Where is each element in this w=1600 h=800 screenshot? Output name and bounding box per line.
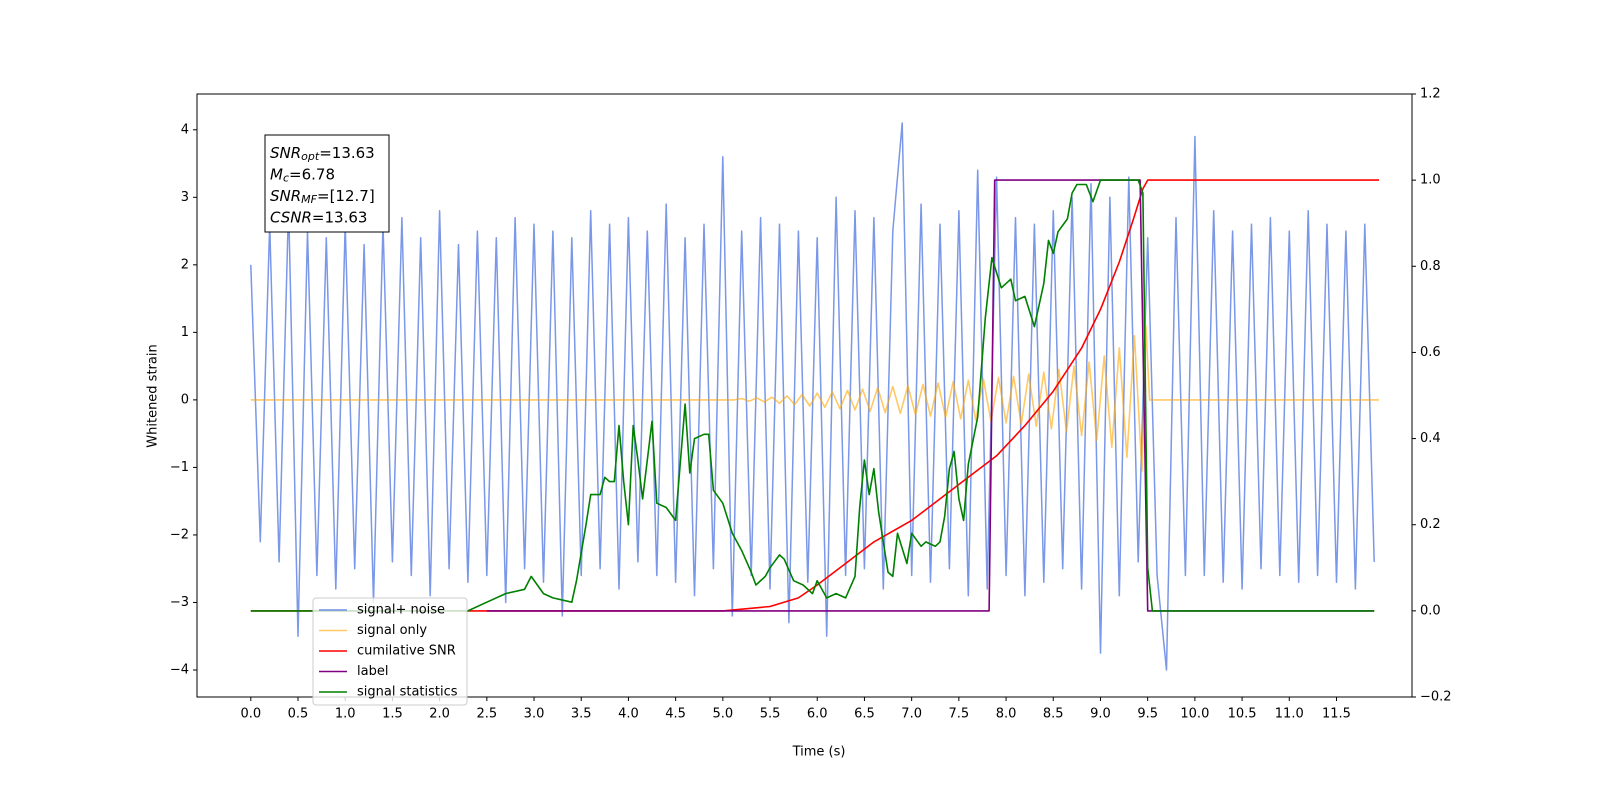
y2-tick-label: 0.4 — [1420, 431, 1441, 446]
x-tick-label: 10.0 — [1180, 707, 1209, 722]
x-tick-label: 5.0 — [712, 707, 733, 722]
y2-tick-label: 0.2 — [1420, 517, 1441, 532]
x-tick-label: 9.0 — [1090, 707, 1111, 722]
y-tick-label: 0 — [181, 392, 189, 407]
series-line — [250, 324, 1379, 472]
annotation-symbol: SNR — [270, 187, 301, 205]
annotation-symbol: M — [270, 165, 283, 183]
x-tick-label: 2.5 — [476, 707, 497, 722]
y2-tick-label: 1.2 — [1420, 87, 1441, 102]
y-tick-label: −4 — [170, 662, 189, 677]
legend-label: label — [357, 664, 388, 679]
x-axis-label: Time (s) — [792, 745, 846, 760]
x-tick-label: 9.5 — [1137, 707, 1158, 722]
x-tick-label: 4.5 — [665, 707, 686, 722]
x-tick-label: 6.0 — [807, 707, 828, 722]
x-tick-label: 0.0 — [240, 707, 261, 722]
x-tick-label: 5.5 — [760, 707, 781, 722]
x-tick-label: 4.0 — [618, 707, 639, 722]
series-line — [250, 179, 1375, 612]
y-tick-label: −1 — [170, 460, 189, 475]
x-tick-label: 3.5 — [571, 707, 592, 722]
x-tick-label: 2.0 — [429, 707, 450, 722]
x-tick-label: 10.5 — [1228, 707, 1257, 722]
y-tick-label: 3 — [181, 190, 189, 205]
x-tick-label: 1.5 — [382, 707, 403, 722]
axes-frame — [196, 93, 1413, 698]
annotation-line: SNRMF=[12.7] — [270, 187, 375, 207]
y2-tick-label: 1.0 — [1420, 173, 1441, 188]
x-tick-label: 11.5 — [1322, 707, 1351, 722]
annotation-value: =13.63 — [312, 208, 368, 226]
y-tick-label: 4 — [181, 122, 189, 137]
y-tick-label: 1 — [181, 325, 189, 340]
annotation-value: =[12.7] — [317, 187, 375, 205]
legend-label: signal+ noise — [357, 603, 445, 618]
y2-tick-label: 0.8 — [1420, 259, 1441, 274]
y-tick-label: 2 — [181, 257, 189, 272]
annotation-value: =13.63 — [319, 144, 375, 162]
x-tick-label: 1.0 — [335, 707, 356, 722]
x-tick-label: 7.0 — [901, 707, 922, 722]
annotation-subscript: MF — [301, 193, 317, 206]
x-tick-label: 8.5 — [1043, 707, 1064, 722]
y2-tick-label: −0.2 — [1420, 690, 1452, 705]
legend-label: signal only — [357, 623, 427, 638]
series-line — [250, 122, 1375, 671]
annotation-subscript: opt — [301, 150, 320, 163]
plot-area — [250, 122, 1379, 671]
series-line — [250, 179, 1379, 612]
annotation-symbol: CSNR — [270, 208, 312, 226]
annotation-subscript: c — [283, 172, 289, 185]
x-tick-label: 8.0 — [996, 707, 1017, 722]
annotation-value: =6.78 — [289, 165, 335, 183]
annotation-line: Mc=6.78 — [270, 165, 335, 185]
legend-label: cumilative SNR — [357, 644, 456, 659]
x-tick-label: 0.5 — [288, 707, 309, 722]
legend-box — [312, 597, 468, 706]
x-tick-label: 11.0 — [1275, 707, 1304, 722]
annotation-line: SNRopt=13.63 — [270, 144, 375, 164]
y-tick-label: −3 — [170, 595, 189, 610]
x-tick-label: 6.5 — [854, 707, 875, 722]
legend-label: signal statistics — [357, 685, 458, 700]
y-axis-label: Whitened strain — [146, 344, 161, 447]
annotation-line: CSNR=13.63 — [270, 208, 367, 226]
x-tick-label: 7.5 — [949, 707, 970, 722]
x-tick-label: 3.0 — [524, 707, 545, 722]
annotation-symbol: SNR — [270, 144, 301, 162]
y2-tick-label: 0.0 — [1420, 603, 1441, 618]
y-tick-label: −2 — [170, 527, 189, 542]
annotation-box — [264, 134, 390, 233]
y2-tick-label: 0.6 — [1420, 345, 1441, 360]
